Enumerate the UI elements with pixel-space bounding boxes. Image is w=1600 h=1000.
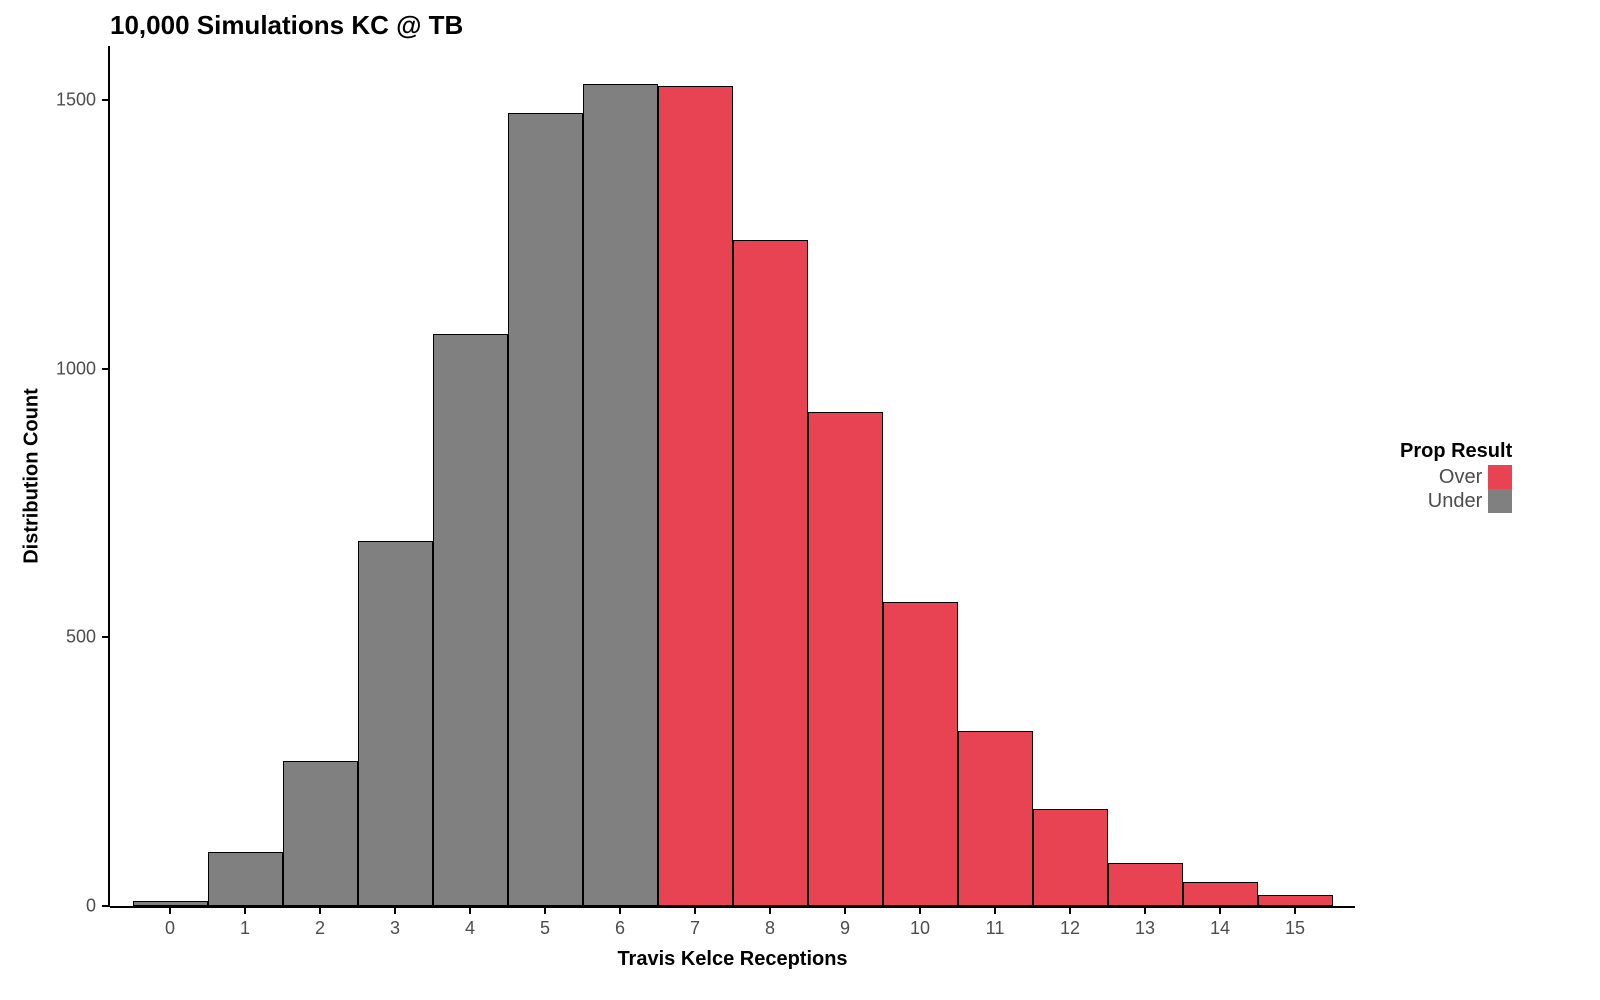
y-tick xyxy=(102,99,110,101)
x-tick-label: 1 xyxy=(240,918,250,939)
legend-label: Under xyxy=(1428,489,1482,513)
bar-5 xyxy=(508,113,583,906)
y-tick xyxy=(102,636,110,638)
bar-11 xyxy=(958,731,1033,906)
x-tick xyxy=(1144,906,1146,914)
bar-7 xyxy=(658,86,733,906)
x-tick-label: 0 xyxy=(165,918,175,939)
bar-14 xyxy=(1183,882,1258,906)
x-tick-label: 12 xyxy=(1060,918,1080,939)
y-tick-label: 1500 xyxy=(56,89,96,110)
legend-title: Prop Result xyxy=(1400,440,1512,463)
x-tick-label: 9 xyxy=(840,918,850,939)
x-tick xyxy=(1219,906,1221,914)
x-tick-label: 6 xyxy=(615,918,625,939)
x-tick-label: 14 xyxy=(1210,918,1230,939)
y-tick xyxy=(102,905,110,907)
x-tick xyxy=(1294,906,1296,914)
bar-2 xyxy=(283,761,358,906)
y-tick-label: 500 xyxy=(66,627,96,648)
x-tick xyxy=(619,906,621,914)
x-tick-label: 15 xyxy=(1285,918,1305,939)
x-tick-label: 11 xyxy=(986,918,1005,939)
x-tick xyxy=(469,906,471,914)
plot-area xyxy=(110,46,1355,906)
bar-8 xyxy=(733,240,808,907)
y-axis-label: Distribution Count xyxy=(21,388,44,564)
y-tick-label: 1000 xyxy=(56,358,96,379)
bar-15 xyxy=(1258,895,1333,906)
x-tick xyxy=(694,906,696,914)
x-tick-label: 10 xyxy=(910,918,930,939)
x-tick xyxy=(544,906,546,914)
x-tick xyxy=(994,906,996,914)
legend: Prop Result OverUnder xyxy=(1400,440,1512,513)
x-tick xyxy=(919,906,921,914)
x-tick-label: 13 xyxy=(1135,918,1155,939)
x-tick xyxy=(319,906,321,914)
legend-item-under: Under xyxy=(1400,489,1512,513)
y-tick xyxy=(102,368,110,370)
x-tick-label: 8 xyxy=(765,918,775,939)
x-tick-label: 3 xyxy=(390,918,400,939)
bar-3 xyxy=(358,541,433,907)
legend-swatch xyxy=(1488,489,1512,513)
y-axis-line xyxy=(108,46,110,906)
x-tick-label: 5 xyxy=(540,918,550,939)
bar-13 xyxy=(1108,863,1183,906)
bar-4 xyxy=(433,334,508,906)
x-tick-label: 4 xyxy=(465,918,475,939)
x-tick-label: 7 xyxy=(690,918,700,939)
x-tick xyxy=(169,906,171,914)
x-tick xyxy=(244,906,246,914)
bar-6 xyxy=(583,84,658,906)
chart-title: 10,000 Simulations KC @ TB xyxy=(110,10,463,41)
bar-12 xyxy=(1033,809,1108,906)
bar-9 xyxy=(808,412,883,907)
x-axis-line xyxy=(110,906,1355,908)
legend-item-over: Over xyxy=(1400,465,1512,489)
y-tick-label: 0 xyxy=(86,896,96,917)
x-tick xyxy=(844,906,846,914)
bar-10 xyxy=(883,602,958,906)
legend-label: Over xyxy=(1439,465,1482,489)
x-tick-label: 2 xyxy=(315,918,325,939)
legend-swatch xyxy=(1488,465,1512,489)
x-tick xyxy=(769,906,771,914)
x-axis-label: Travis Kelce Receptions xyxy=(617,948,847,971)
x-tick xyxy=(1069,906,1071,914)
x-tick xyxy=(394,906,396,914)
bar-1 xyxy=(208,852,283,906)
